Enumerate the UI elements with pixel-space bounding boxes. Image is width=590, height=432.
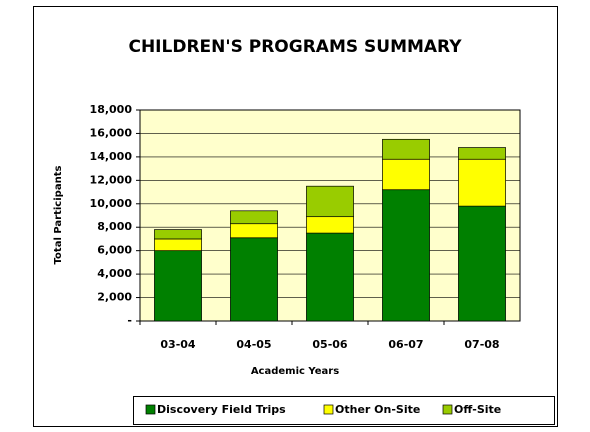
bar-segment (306, 216, 354, 234)
bar-segment (230, 237, 278, 322)
chart-title: CHILDREN'S PROGRAMS SUMMARY (128, 37, 462, 57)
x-tick-label: 05-06 (312, 338, 348, 351)
bar-segment (458, 205, 506, 322)
x-tick-label: 06-07 (388, 338, 423, 351)
legend-swatch (145, 404, 156, 415)
y-tick-label: 2,000 (97, 291, 132, 304)
bar-segment (154, 238, 202, 252)
y-tick-label: 18,000 (90, 103, 133, 116)
legend-label: Off-Site (454, 403, 501, 416)
bar-segment (230, 223, 278, 239)
y-tick-label: 4,000 (97, 267, 132, 280)
x-tick-label: 03-04 (160, 338, 196, 351)
bar-segment (154, 229, 202, 240)
legend-box (133, 396, 555, 425)
bar-segment (458, 147, 506, 160)
legend-swatch (442, 404, 453, 415)
x-axis-title: Academic Years (251, 366, 339, 377)
y-tick-label: 8,000 (97, 220, 132, 233)
bar-segment (154, 250, 202, 322)
y-tick-label: 6,000 (97, 244, 132, 257)
bar-segment (230, 210, 278, 225)
y-axis-title: Total Participants (53, 166, 64, 265)
bar-segment (382, 158, 430, 191)
bar-segment (306, 185, 354, 218)
y-tick-label: 14,000 (90, 150, 133, 163)
bar-segment (382, 138, 430, 160)
bar-segment (458, 158, 506, 207)
y-tick-label: 10,000 (90, 197, 133, 210)
y-tick-label: 12,000 (90, 173, 133, 186)
y-tick-label: 16,000 (90, 126, 133, 139)
x-tick-label: 07-08 (464, 338, 499, 351)
x-tick-label: 04-05 (236, 338, 271, 351)
legend-swatch (323, 404, 334, 415)
y-tick-label: - (127, 314, 132, 327)
legend-label: Other On-Site (335, 403, 420, 416)
legend-label: Discovery Field Trips (157, 403, 286, 416)
bar-segment (382, 189, 430, 322)
bar-segment (306, 232, 354, 322)
